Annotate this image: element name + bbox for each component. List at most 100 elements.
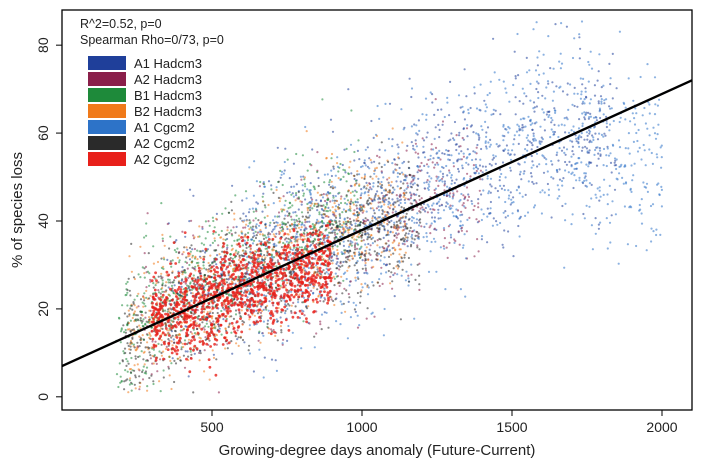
data-point xyxy=(402,182,405,185)
data-point xyxy=(250,266,254,269)
data-point xyxy=(283,169,286,172)
data-point xyxy=(416,165,419,168)
data-point xyxy=(309,206,312,209)
data-point xyxy=(340,275,343,278)
data-point xyxy=(341,211,344,214)
data-point xyxy=(256,312,259,315)
data-point xyxy=(332,251,336,254)
data-point xyxy=(224,233,227,236)
data-point xyxy=(128,352,132,355)
data-point xyxy=(171,357,174,360)
data-point xyxy=(311,207,314,210)
data-point xyxy=(353,308,356,311)
data-point xyxy=(352,219,355,222)
data-point xyxy=(609,241,612,244)
data-point xyxy=(179,294,182,297)
data-point xyxy=(366,218,369,221)
data-point xyxy=(576,92,579,95)
data-point xyxy=(532,182,535,185)
data-point xyxy=(475,218,478,221)
data-point xyxy=(212,272,215,275)
data-point xyxy=(518,163,521,166)
data-point xyxy=(590,183,593,186)
data-point xyxy=(280,208,283,211)
series-points xyxy=(241,20,664,379)
data-point xyxy=(406,226,409,229)
data-point xyxy=(159,358,162,361)
data-point xyxy=(430,222,433,225)
data-point xyxy=(342,175,345,178)
data-point xyxy=(581,112,584,115)
data-point xyxy=(248,318,251,321)
data-point xyxy=(373,198,376,201)
data-point xyxy=(427,270,431,273)
data-point xyxy=(414,278,417,281)
data-point xyxy=(258,268,261,271)
data-point xyxy=(322,209,325,212)
data-point xyxy=(241,267,245,270)
data-point xyxy=(507,197,510,200)
data-point xyxy=(538,163,541,166)
data-point xyxy=(311,223,314,226)
data-point xyxy=(651,162,655,165)
data-point xyxy=(143,299,146,302)
data-point xyxy=(190,288,193,291)
data-point xyxy=(445,149,448,152)
data-point xyxy=(182,328,185,331)
data-point xyxy=(175,250,178,254)
data-point xyxy=(435,202,438,205)
data-point xyxy=(145,359,148,362)
data-point xyxy=(294,235,297,238)
data-point xyxy=(320,328,323,331)
data-point xyxy=(501,243,504,246)
data-point xyxy=(264,223,267,226)
data-point xyxy=(379,182,382,185)
data-point xyxy=(636,139,639,143)
data-point xyxy=(192,194,195,197)
data-point xyxy=(454,239,457,243)
data-point xyxy=(539,125,542,128)
data-point xyxy=(331,259,335,262)
data-point xyxy=(330,157,333,160)
data-point xyxy=(379,185,382,188)
data-point xyxy=(466,218,469,221)
data-point xyxy=(205,322,208,325)
data-point xyxy=(353,177,356,181)
data-point xyxy=(490,185,493,188)
data-point xyxy=(184,350,187,353)
data-point xyxy=(290,310,293,313)
data-point xyxy=(197,315,200,318)
data-point xyxy=(560,123,563,126)
data-point xyxy=(605,125,609,129)
data-point xyxy=(482,213,485,216)
data-point xyxy=(439,170,442,173)
data-point xyxy=(467,163,470,166)
data-point xyxy=(313,186,316,189)
data-point xyxy=(134,348,137,351)
data-point xyxy=(615,177,618,180)
data-point xyxy=(462,202,465,205)
data-point xyxy=(589,139,592,142)
data-point xyxy=(253,160,256,163)
data-point xyxy=(520,178,523,181)
data-point xyxy=(380,272,383,275)
data-point xyxy=(521,123,524,127)
data-point xyxy=(427,158,430,161)
data-point xyxy=(227,211,230,214)
data-point xyxy=(580,161,583,164)
data-point xyxy=(423,225,426,228)
data-point xyxy=(337,203,340,206)
data-point xyxy=(187,338,191,341)
data-point xyxy=(489,212,492,215)
data-point xyxy=(276,339,279,342)
data-point xyxy=(325,271,328,274)
data-point xyxy=(223,308,226,311)
data-point xyxy=(315,264,318,267)
data-point xyxy=(452,137,455,140)
data-point xyxy=(383,195,386,198)
data-point xyxy=(261,279,264,282)
data-point xyxy=(347,245,351,248)
data-point xyxy=(563,124,566,127)
data-point xyxy=(570,165,573,168)
data-point xyxy=(325,237,328,240)
